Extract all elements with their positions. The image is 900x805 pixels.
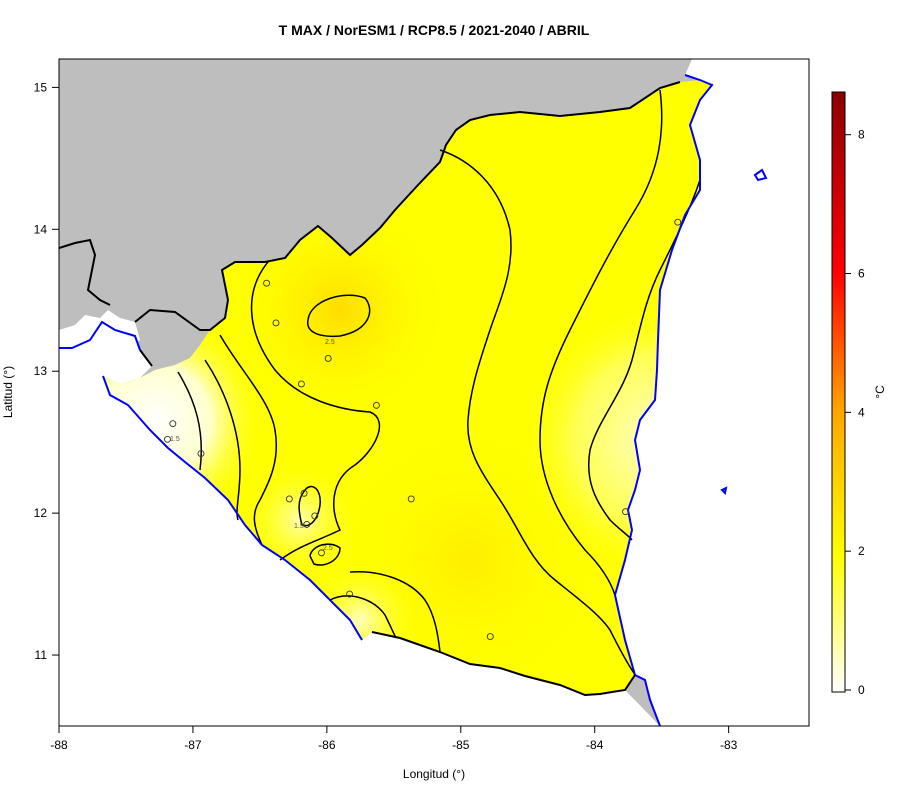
contour-label: 1.5 [170,436,180,443]
station-point [169,420,177,428]
station-point [300,489,308,497]
station-point [164,435,171,443]
colorbar: 0 2 4 6 8 °C [831,91,887,697]
y-axis-label: Latitud (°) [1,366,15,418]
y-tick-label: 14 [34,222,48,236]
station-point [311,512,319,520]
station-point [622,508,629,516]
plot-frame [58,58,810,727]
stations-layer [164,218,682,641]
coastlines [59,74,768,726]
contour-lines [177,89,701,677]
colorbar-gradient [831,91,846,693]
station-point [272,319,280,327]
station-point [318,549,325,557]
contour-line [309,543,341,566]
colorbar-tick-label: 2 [858,544,865,558]
map-title: T MAX / NorESM1 / RCP8.5 / 2021-2040 / A… [279,22,590,38]
y-tick-label: 15 [34,80,48,94]
station-point [285,495,293,503]
y-axis: 11 12 13 14 15 [34,80,59,662]
x-tick-label: -87 [184,738,202,752]
contour-line [439,149,637,677]
x-tick-label: -85 [452,738,470,752]
fonseca-coastline [59,320,141,351]
el-salvador-border [59,238,111,306]
island-coast [753,168,768,182]
station-point [407,495,415,503]
x-axis: -88 -87 -86 -85 -84 -83 [50,726,738,752]
x-tick-label: -88 [50,738,68,752]
x-tick-label: -83 [720,738,738,752]
contour-line [204,359,241,521]
borders [59,81,681,697]
contour-line [588,179,701,541]
y-tick-label: 12 [34,506,48,520]
x-tick-label: -86 [318,738,336,752]
station-point [297,380,305,388]
station-point [486,633,494,641]
pacific-coastline [102,375,363,641]
station-point [346,590,354,598]
station-point [372,401,380,409]
contour-line [250,261,381,561]
station-point [324,354,332,362]
contour-label: 2.5 [323,545,333,552]
station-point [263,279,271,287]
x-axis-label: Longitud (°) [403,767,465,781]
colorbar-tick-label: 8 [858,128,865,142]
gulf-of-fonseca [59,310,140,350]
contour-line [307,294,371,338]
contour-line [177,371,203,471]
costa-rica-border [371,631,636,697]
station-point [197,450,205,457]
honduras-border [134,81,681,367]
contour-line [219,334,278,546]
island-coast [720,486,728,496]
contour-label: 2.5 [325,339,335,346]
contour-labels: 2.5 1.5 2.5 1.5 [170,339,335,552]
x-tick-label: -84 [586,738,604,752]
plot-area: 2.5 1.5 2.5 1.5 [59,59,809,726]
station-point [674,218,682,226]
colorbar-tick-label: 0 [858,683,865,697]
y-tick-label: 11 [35,648,48,662]
caribbean-sea [615,59,809,726]
contour-label: 1.5 [294,523,304,530]
station-point [303,521,311,528]
y-tick-label: 13 [34,364,48,378]
colorbar-tick-label: 6 [858,267,865,281]
caribbean-coastline [613,74,714,726]
colorbar-ticks: 0 2 4 6 8 [845,128,865,697]
contour-line [298,485,321,527]
colorbar-tick-label: 4 [858,405,865,419]
colorbar-unit: °C [873,385,887,399]
pacific-ocean [59,322,660,726]
contour-line [539,89,663,596]
contour-line [349,571,441,653]
